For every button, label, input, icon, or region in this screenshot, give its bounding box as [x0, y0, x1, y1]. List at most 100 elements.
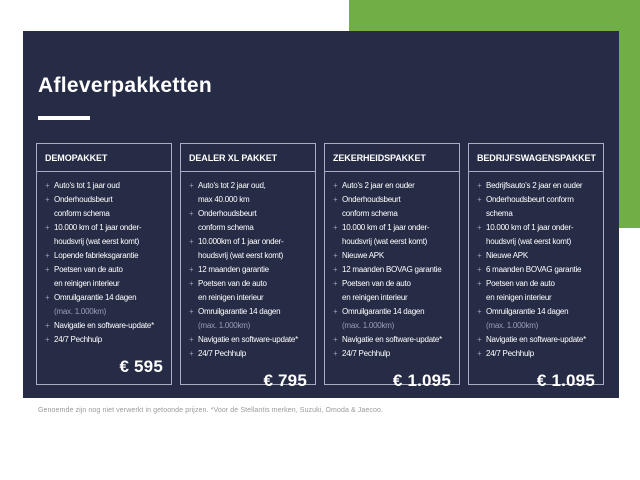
feature-item: +12 maanden BOVAG garantie: [333, 263, 451, 277]
feature-item: + Poetsen van de auto en reinigen interieu…: [477, 277, 595, 305]
feature-item: +24/7 Pechhulp: [333, 347, 451, 361]
feature-text: 12 maanden garantie: [198, 265, 269, 274]
feature-item: + Onderhoudsbeurt conform schema: [189, 207, 307, 235]
package-card-zekerheidspakket: ZEKERHEIDSPAKKET + Auto's 2 jaar en ouder +…: [324, 143, 460, 390]
feature-text: Omruilgarantie 14 dagen (max. 1.000km): [198, 307, 281, 330]
plus-bullet-icon: +: [477, 307, 482, 316]
feature-text: Onderhoudsbeurt conform schema: [486, 195, 574, 218]
feature-text: Auto's tot 1 jaar oud: [54, 181, 120, 190]
plus-bullet-icon: +: [477, 279, 482, 288]
feature-item: +24/7 Pechhulp: [189, 347, 307, 361]
feature-text: Navigatie en software-update*: [486, 335, 586, 344]
plus-bullet-icon: +: [189, 209, 194, 218]
plus-bullet-icon: +: [189, 279, 194, 288]
feature-item: + Onderhoudsbeurt conform schema: [333, 193, 451, 221]
feature-item: +12 maanden garantie: [189, 263, 307, 277]
footnote-text: Genoemde zijn nog niet verwerkt in getoo…: [38, 407, 384, 414]
feature-text: Poetsen van de auto en reinigen interieur: [486, 279, 555, 302]
feature-item: +10.000 km of 1 jaar onder-houdsvrij (wa…: [45, 221, 163, 249]
feature-item: + Bedrijfsauto's 2 jaar en ouder: [477, 179, 595, 193]
feature-text: 24/7 Pechhulp: [342, 349, 390, 358]
feature-text: Navigatie en software-update*: [342, 335, 442, 344]
package-cards-row: DEMOPAKKET + Auto's tot 1 jaar oud + Onderho…: [36, 143, 604, 390]
plus-bullet-icon: +: [333, 307, 338, 316]
feature-text: 24/7 Pechhulp: [486, 349, 534, 358]
package-card-bedrijfswagenspakket: BEDRIJFSWAGENSPAKKET + Bedrijfsauto's 2 ja…: [468, 143, 604, 390]
feature-text: 12 maanden BOVAG garantie: [342, 265, 442, 274]
feature-item: + Poetsen van de auto en reinigen interieu…: [45, 263, 163, 291]
feature-text: Auto's 2 jaar en ouder: [342, 181, 415, 190]
feature-text: 10.000km of 1 jaar onder-houdsvrij (wat …: [198, 237, 284, 260]
feature-text: Navigatie en software-update*: [54, 321, 154, 330]
plus-bullet-icon: +: [333, 349, 338, 358]
feature-list: + Bedrijfsauto's 2 jaar en ouder + Onderhou…: [477, 179, 595, 361]
feature-text: 6 maanden BOVAG garantie: [486, 265, 582, 274]
feature-item: +10.000 km of 1 jaar onder-houdsvrij (wa…: [477, 221, 595, 249]
feature-text: Poetsen van de auto en reinigen interieur: [342, 279, 411, 302]
feature-text: Navigatie en software-update*: [198, 335, 298, 344]
plus-bullet-icon: +: [45, 321, 50, 330]
package-card-dealer-xl-pakket: DEALER XL PAKKET + Auto's tot 2 jaar oud, m…: [180, 143, 316, 390]
feature-text: 10.000 km of 1 jaar onder-houdsvrij (wat…: [54, 223, 142, 246]
feature-item: + Onderhoudsbeurt conform schema: [45, 193, 163, 221]
plus-bullet-icon: +: [45, 265, 50, 274]
plus-bullet-icon: +: [189, 335, 194, 344]
feature-text: 10.000 km of 1 jaar onder-houdsvrij (wat…: [342, 223, 430, 246]
packages-panel: Afleverpakketten DEMOPAKKET + Auto's tot 1…: [23, 31, 619, 398]
plus-bullet-icon: +: [333, 265, 338, 274]
feature-text: Onderhoudsbeurt conform schema: [54, 195, 113, 218]
package-price: € 595: [119, 357, 163, 376]
plus-bullet-icon: +: [189, 265, 194, 274]
feature-text: Poetsen van de auto en reinigen interieur: [198, 279, 267, 302]
package-card-title: ZEKERHEIDSPAKKET: [325, 153, 459, 172]
feature-text: Nieuwe APK: [486, 251, 528, 260]
feature-item: + Navigatie en software-update*: [333, 333, 451, 347]
plus-bullet-icon: +: [333, 181, 338, 190]
plus-bullet-icon: +: [189, 181, 194, 190]
feature-list: + Auto's 2 jaar en ouder + Onderhoudsbeurt c…: [333, 179, 451, 361]
feature-item: + Omruilgarantie 14 dagen (max. 1.000km): [477, 305, 595, 333]
feature-item: + Poetsen van de auto en reinigen interieu…: [333, 277, 451, 305]
feature-text: 24/7 Pechhulp: [198, 349, 246, 358]
plus-bullet-icon: +: [45, 293, 50, 302]
feature-text: 24/7 Pechhulp: [54, 335, 102, 344]
title-underline: [38, 116, 90, 120]
package-card-title: BEDRIJFSWAGENSPAKKET: [469, 153, 603, 172]
plus-bullet-icon: +: [333, 251, 338, 260]
feature-text: Nieuwe APK: [342, 251, 384, 260]
feature-item: +10.000 km of 1 jaar onder-houdsvrij (wa…: [333, 221, 451, 249]
plus-bullet-icon: +: [45, 251, 50, 260]
plus-bullet-icon: +: [189, 307, 194, 316]
feature-item: + Navigatie en software-update*: [477, 333, 595, 347]
plus-bullet-icon: +: [477, 195, 482, 204]
plus-bullet-icon: +: [477, 349, 482, 358]
feature-item: + Navigatie en software-update*: [45, 319, 163, 333]
feature-item: + Omruilgarantie 14 dagen (max. 1.000km): [45, 291, 163, 319]
package-price: € 1.095: [392, 371, 451, 390]
feature-item: + Auto's tot 2 jaar oud, max 40.000 km: [189, 179, 307, 207]
feature-item: + Navigatie en software-update*: [189, 333, 307, 347]
feature-item: + Omruilgarantie 14 dagen (max. 1.000km): [333, 305, 451, 333]
plus-bullet-icon: +: [45, 223, 50, 232]
plus-bullet-icon: +: [45, 181, 50, 190]
plus-bullet-icon: +: [477, 181, 482, 190]
feature-list: + Auto's tot 2 jaar oud, max 40.000 km + Ond…: [189, 179, 307, 361]
page-title: Afleverpakketten: [38, 74, 213, 97]
feature-item: +6 maanden BOVAG garantie: [477, 263, 595, 277]
feature-item: + Nieuwe APK: [333, 249, 451, 263]
plus-bullet-icon: +: [477, 223, 482, 232]
plus-bullet-icon: +: [189, 349, 194, 358]
feature-item: +24/7 Pechhulp: [477, 347, 595, 361]
plus-bullet-icon: +: [333, 195, 338, 204]
feature-text: Omruilgarantie 14 dagen (max. 1.000km): [54, 293, 137, 316]
feature-list: + Auto's tot 1 jaar oud + Onderhoudsbeurt co…: [45, 179, 163, 347]
package-card-title: DEMOPAKKET: [37, 153, 171, 172]
feature-item: + Auto's 2 jaar en ouder: [333, 179, 451, 193]
package-price: € 795: [263, 371, 307, 390]
plus-bullet-icon: +: [477, 265, 482, 274]
feature-item: + Lopende fabrieksgarantie: [45, 249, 163, 263]
plus-bullet-icon: +: [45, 195, 50, 204]
package-price: € 1.095: [536, 371, 595, 390]
plus-bullet-icon: +: [189, 237, 194, 246]
